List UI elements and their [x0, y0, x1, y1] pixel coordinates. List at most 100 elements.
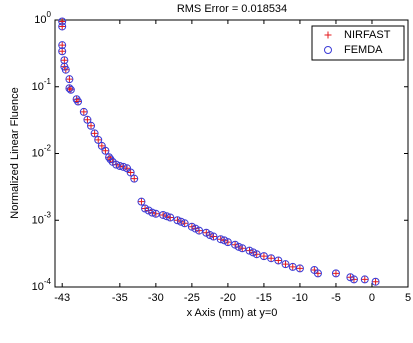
marker-circle — [61, 65, 70, 74]
marker-circle — [58, 22, 67, 31]
marker-circle — [162, 212, 171, 221]
marker-circle — [177, 217, 186, 226]
marker-plus — [94, 136, 102, 144]
marker-plus — [83, 116, 91, 124]
x-tick-label: 0 — [369, 292, 375, 304]
marker-circle — [349, 275, 358, 284]
marker-circle — [74, 97, 83, 106]
y-tick-exponent: -1 — [44, 77, 52, 86]
marker-circle — [112, 160, 121, 169]
marker-plus — [91, 129, 99, 137]
y-tick-label: 10-1 — [32, 77, 52, 93]
marker-circle — [106, 155, 115, 164]
marker-circle — [166, 213, 175, 222]
marker-circle — [66, 85, 75, 94]
marker-circle — [238, 244, 247, 253]
y-tick-label: 10-4 — [32, 277, 52, 293]
y-tick-label: 10-2 — [32, 144, 52, 160]
marker-plus — [267, 254, 275, 262]
legend-label: FEMDA — [344, 44, 383, 56]
marker-circle — [115, 161, 124, 170]
legend-box — [311, 25, 405, 61]
y-tick-exponent: -4 — [44, 277, 52, 286]
marker-circle — [90, 129, 99, 138]
marker-circle — [83, 115, 92, 124]
marker-circle — [371, 277, 380, 286]
marker-plus — [130, 175, 138, 183]
marker-circle — [195, 226, 204, 235]
marker-circle — [148, 208, 157, 217]
y-tick-exponent: -2 — [44, 144, 52, 153]
marker-circle — [234, 242, 243, 251]
marker-circle — [58, 17, 67, 26]
marker-circle — [137, 197, 146, 206]
marker-plus — [80, 108, 88, 116]
marker-circle — [180, 219, 189, 228]
marker-plus — [58, 22, 66, 30]
x-tick-label: -35 — [112, 292, 128, 304]
marker-circle — [130, 174, 139, 183]
marker-circle — [274, 256, 283, 265]
marker-circle — [58, 41, 67, 50]
marker-circle — [313, 269, 322, 278]
marker-circle — [58, 47, 67, 56]
marker-circle — [245, 246, 254, 255]
marker-circle — [295, 264, 304, 273]
marker-circle — [281, 260, 290, 269]
y-tick-exponent: 0 — [47, 10, 52, 19]
x-tick-label: -25 — [184, 292, 200, 304]
marker-plus — [274, 256, 282, 264]
y-tick-label: 100 — [34, 10, 51, 26]
y-tick-base: 10 — [32, 214, 44, 226]
y-tick-label: 10-3 — [32, 210, 52, 226]
y-tick-base: 10 — [32, 281, 44, 293]
legend: NIRFAST FEMDA — [311, 25, 405, 61]
y-axis-label: Normalized Linear Fluence — [9, 87, 21, 218]
marker-circle — [223, 238, 232, 247]
marker-plus — [361, 275, 369, 283]
legend-label: NIRFAST — [344, 29, 391, 41]
marker-circle — [87, 121, 96, 130]
marker-circle — [216, 235, 225, 244]
marker-plus — [101, 147, 109, 155]
marker-circle — [252, 250, 261, 259]
chart-title: RMS Error = 0.018534 — [177, 3, 287, 15]
marker-plus — [289, 263, 297, 271]
x-tick-label: -20 — [220, 292, 236, 304]
marker-circle — [173, 216, 182, 225]
marker-circle — [331, 269, 340, 278]
marker-plus — [137, 198, 145, 206]
marker-plus — [296, 264, 304, 272]
y-tick-base: 10 — [32, 81, 44, 93]
marker-plus — [324, 31, 332, 39]
marker-plus — [372, 278, 380, 286]
marker-plus — [282, 260, 290, 268]
marker-plus — [332, 269, 340, 277]
marker-circle — [205, 231, 214, 240]
x-tick-label: -5 — [331, 292, 341, 304]
marker-plus — [74, 98, 82, 106]
marker-plus — [65, 84, 73, 92]
marker-circle — [159, 210, 168, 219]
marker-circle — [324, 46, 332, 54]
marker-plus — [65, 75, 73, 83]
marker-plus — [87, 122, 95, 130]
marker-circle — [65, 84, 74, 93]
marker-plus — [60, 56, 68, 64]
marker-plus — [260, 252, 268, 260]
marker-circle — [360, 275, 369, 284]
x-tick-label: -15 — [256, 292, 272, 304]
marker-circle — [65, 75, 74, 84]
marker-circle — [101, 146, 110, 155]
marker-circle — [60, 56, 69, 65]
marker-circle — [126, 168, 135, 177]
marker-circle — [119, 162, 128, 171]
marker-plus — [67, 86, 75, 94]
marker-plus — [98, 142, 106, 150]
y-tick-base: 10 — [32, 147, 44, 159]
x-tick-label: -30 — [148, 292, 164, 304]
marker-circle — [94, 135, 103, 144]
marker-plus — [127, 168, 135, 176]
marker-circle — [267, 254, 276, 263]
